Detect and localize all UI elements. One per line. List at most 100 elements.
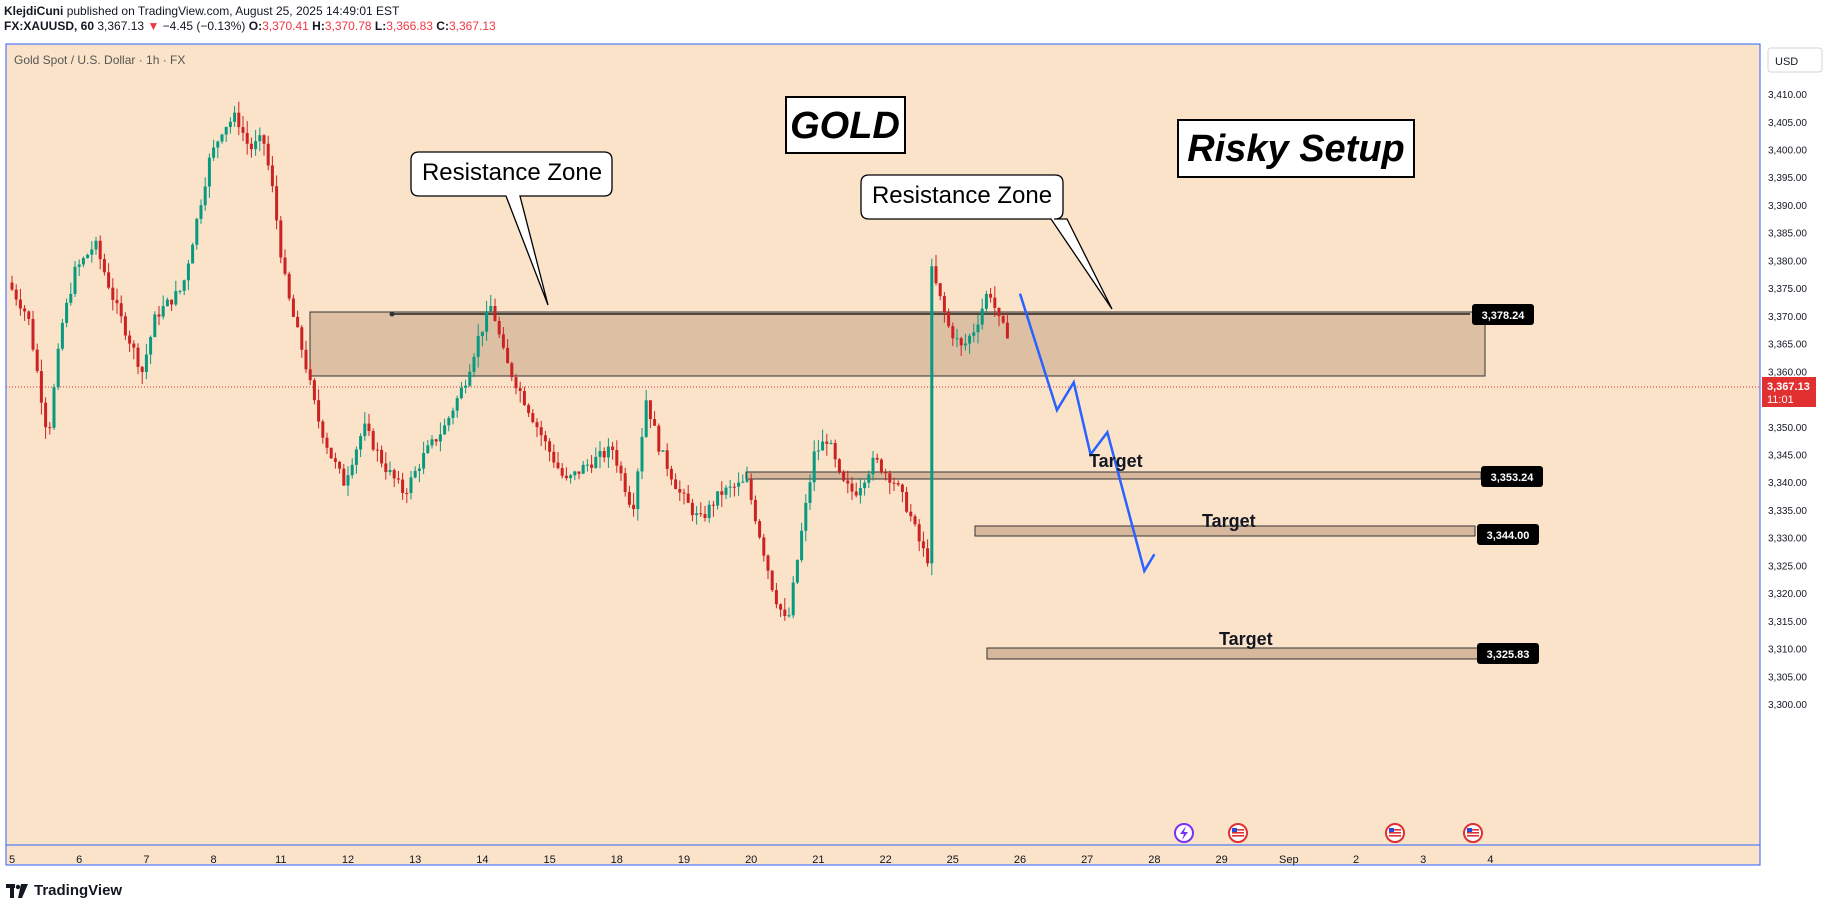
candle-body	[585, 464, 589, 466]
candle-body	[325, 437, 329, 448]
chart-canvas[interactable]: Gold Spot / U.S. Dollar · 1h · FX USD 3,…	[0, 0, 1829, 880]
currency-label[interactable]: USD	[1775, 56, 1798, 68]
candle-body	[195, 218, 199, 245]
candle-body	[543, 435, 547, 442]
flash-event-icon[interactable]	[1174, 823, 1194, 843]
y-tick-label: 3,335.00	[1768, 506, 1807, 517]
candle-body	[464, 385, 468, 388]
candle-body	[732, 486, 736, 488]
candle-body	[581, 464, 585, 474]
candle-body	[787, 615, 791, 617]
resistance-anchor[interactable]	[389, 311, 395, 317]
last-price-tag[interactable]: 3,367.13 11:01	[1762, 377, 1816, 407]
candle-body	[241, 127, 245, 133]
symbol-label[interactable]: FX:XAUUSD, 60	[4, 19, 95, 33]
economic-events[interactable]	[1174, 823, 1483, 843]
candle-body	[569, 475, 573, 479]
candle-body	[989, 293, 993, 298]
candle-body	[984, 293, 988, 309]
resistance-price-tag[interactable]: 3,378.24	[1472, 304, 1534, 325]
candle-body	[548, 441, 552, 452]
svg-text:3,367.13: 3,367.13	[1767, 381, 1810, 393]
candle-body	[980, 308, 984, 325]
candle-body	[497, 320, 501, 335]
target-zone-2[interactable]	[974, 525, 1476, 537]
tradingview-brand[interactable]: TradingView	[34, 882, 123, 899]
candle-body	[216, 141, 220, 148]
candle-body	[249, 143, 253, 150]
candle-body	[501, 334, 505, 348]
candle-body	[371, 431, 375, 450]
y-tick-label: 3,350.00	[1768, 423, 1807, 434]
candle-body	[23, 308, 27, 312]
candle-body	[178, 290, 182, 292]
x-tick-label: 8	[211, 854, 217, 866]
candle-body	[648, 400, 652, 420]
candle-body	[300, 327, 304, 350]
candle-body	[480, 331, 484, 336]
y-tick-label: 3,390.00	[1768, 201, 1807, 212]
author-name[interactable]: KlejdiCuni	[4, 4, 64, 18]
candle-body	[438, 434, 442, 442]
us-flag-icon[interactable]	[1385, 823, 1405, 843]
candle-body	[44, 402, 48, 428]
chart-pane-background	[5, 43, 1761, 866]
risky-setup-label[interactable]: Risky Setup	[1177, 119, 1415, 178]
candle-body	[455, 398, 459, 411]
candle-body	[77, 264, 81, 267]
candle-body	[766, 555, 770, 571]
projection-path[interactable]	[1018, 293, 1156, 575]
resistance-callout-2-text: Resistance Zone	[872, 182, 1052, 209]
tradingview-logo-icon[interactable]	[6, 883, 28, 898]
target-zone-3[interactable]	[986, 647, 1483, 660]
y-tick-label: 3,325.00	[1768, 561, 1807, 572]
candle-body	[791, 582, 795, 616]
candle-body	[161, 306, 165, 317]
candle-body	[430, 439, 434, 446]
target-1-price-tag[interactable]: 3,353.24	[1481, 466, 1543, 487]
change-down-icon: ▼	[147, 19, 160, 33]
candle-body	[380, 449, 384, 464]
gold-label[interactable]: GOLD	[785, 96, 906, 154]
candle-body	[846, 480, 850, 484]
us-flag-icon[interactable]	[1463, 823, 1483, 843]
candle-body	[73, 266, 77, 294]
y-tick-label: 3,405.00	[1768, 118, 1807, 129]
candle-body	[270, 165, 274, 187]
candle-body	[573, 471, 577, 476]
resistance-callout-2[interactable]: Resistance Zone	[860, 174, 1113, 310]
candle-body	[774, 590, 778, 605]
candle-body	[682, 492, 686, 494]
resistance-zone[interactable]	[309, 311, 1486, 377]
x-tick-label: 20	[745, 854, 757, 866]
candle-body	[829, 443, 833, 445]
target-2-price-tag[interactable]: 3,344.00	[1477, 524, 1539, 545]
candle-body	[207, 157, 211, 187]
candle-body	[14, 289, 18, 300]
candle-body	[938, 283, 942, 297]
candle-body	[354, 449, 358, 465]
y-tick-label: 3,370.00	[1768, 312, 1807, 323]
candle-body	[942, 296, 946, 313]
candle-body	[123, 316, 127, 336]
y-tick-label: 3,330.00	[1768, 534, 1807, 545]
candle-body	[426, 445, 430, 453]
us-flag-icon[interactable]	[1228, 823, 1248, 843]
candle-body	[669, 468, 673, 480]
x-tick-label: 29	[1215, 854, 1227, 866]
candle-body	[186, 263, 190, 281]
target-3-price-tag[interactable]: 3,325.83	[1477, 643, 1539, 664]
currency-button[interactable]	[1767, 47, 1823, 73]
target-zone-1[interactable]	[745, 471, 1482, 480]
candle-body	[867, 474, 871, 483]
candle-body	[27, 311, 31, 320]
candle-body	[111, 287, 115, 300]
resistance-callout-1[interactable]: Resistance Zone	[410, 151, 613, 306]
low-value: 3,366.83	[386, 19, 433, 33]
candle-body	[900, 484, 904, 493]
candle-body	[968, 335, 972, 344]
y-tick-label: 3,315.00	[1768, 617, 1807, 628]
x-axis: 5 6 7 8 11 12 13 14 15 18 19 20 21 22 25 26 27 28 29 Sep 2 3 4	[9, 854, 1494, 866]
candle-body	[86, 254, 90, 259]
candle-body	[560, 468, 564, 476]
